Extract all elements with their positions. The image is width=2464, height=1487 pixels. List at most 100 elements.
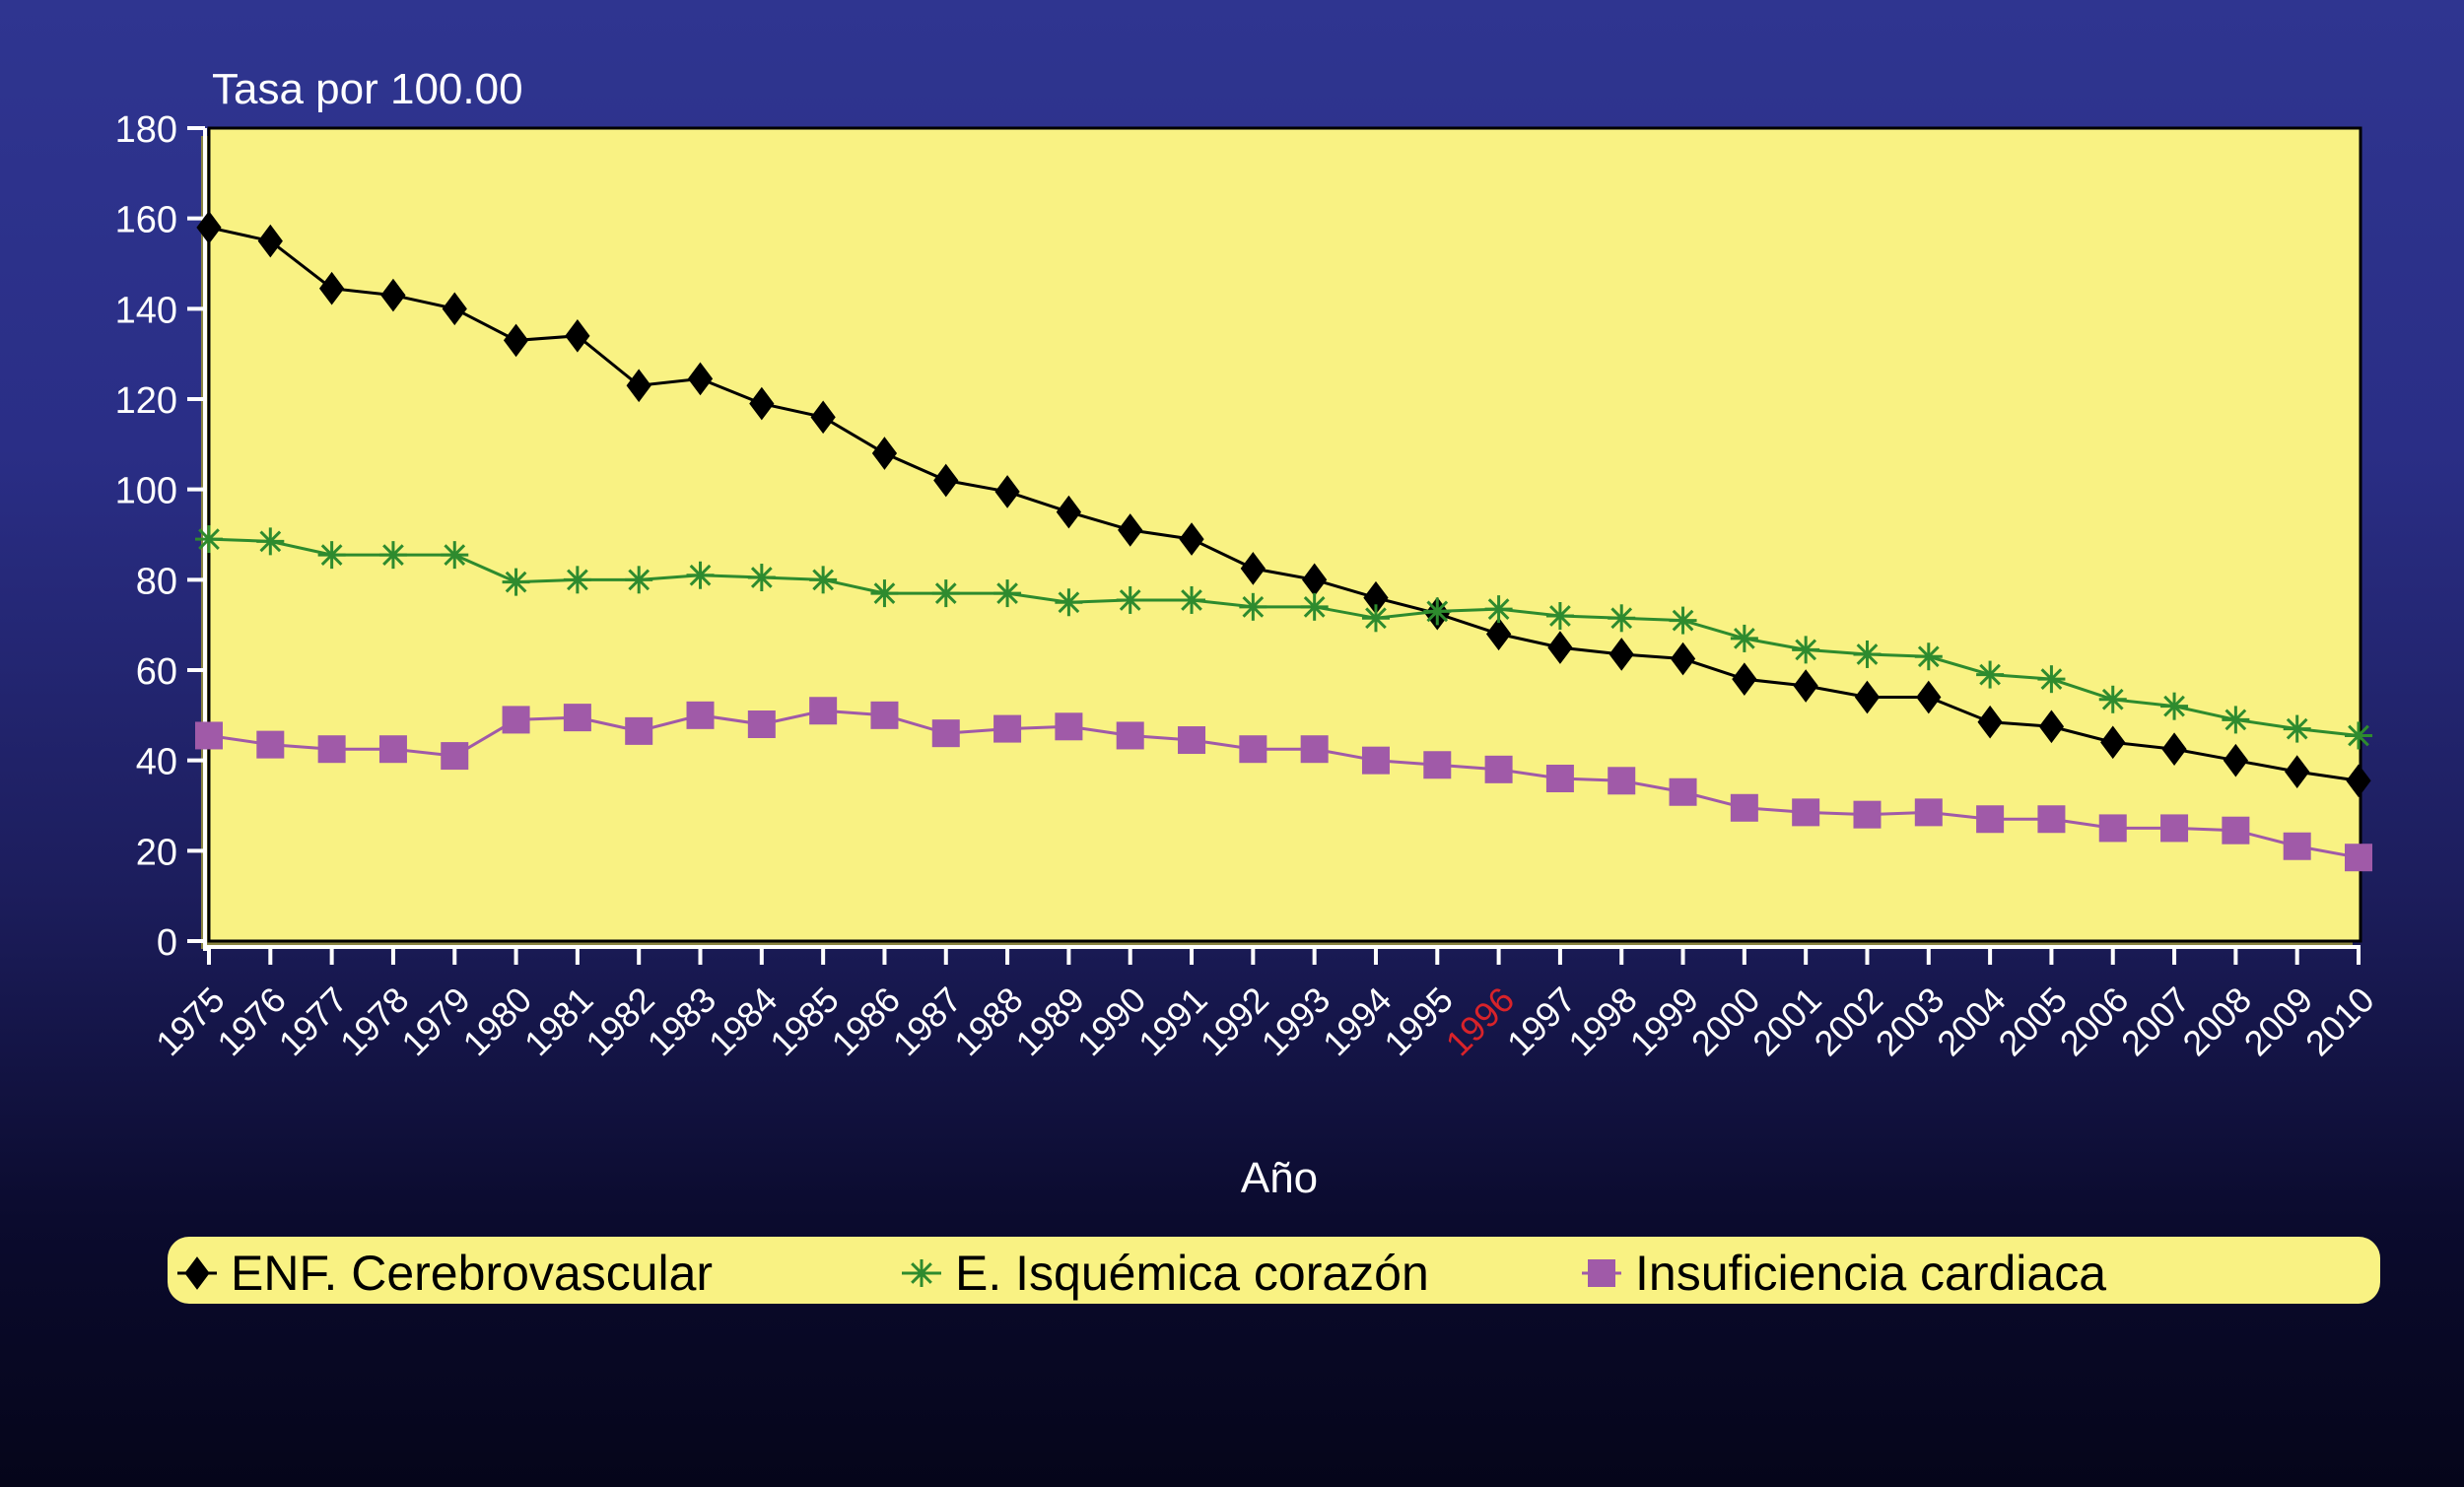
star-stroke: [2348, 724, 2369, 747]
data-point: [626, 369, 651, 403]
star-stroke: [1672, 609, 1694, 632]
x-tick-label: 1999: [1622, 980, 1707, 1064]
data-point: [993, 714, 1022, 743]
star-stroke: [1058, 591, 1080, 614]
x-tick-label: 1983: [640, 980, 724, 1064]
data-point: [1608, 604, 1636, 633]
x-tick-label: 2000: [1683, 980, 1768, 1064]
y-tick-label: 60: [136, 651, 177, 693]
star-stroke: [1856, 643, 1879, 665]
star-stroke: [259, 530, 282, 553]
star-stroke: [1610, 607, 1633, 630]
star-stroke: [1426, 600, 1449, 623]
legend-label: E. Isquémica corazón: [955, 1246, 1429, 1301]
x-axis-title: Año: [1241, 1154, 1318, 1202]
x-tick-label: 1989: [1007, 980, 1092, 1064]
data-point: [563, 704, 591, 732]
data-point: [2038, 710, 2065, 744]
data-point: [502, 706, 530, 734]
data-point: [1976, 805, 2005, 834]
data-point: [1423, 597, 1452, 626]
data-point: [1854, 680, 1881, 714]
data-point: [257, 224, 283, 258]
star-stroke: [1795, 639, 1817, 661]
star-stroke: [1365, 607, 1387, 630]
data-point: [1300, 735, 1329, 764]
x-tick-label: 2002: [1807, 980, 1891, 1064]
data-point: [1914, 642, 1943, 671]
star-stroke: [1733, 628, 1755, 649]
star-stroke: [628, 569, 650, 591]
data-point: [2161, 732, 2187, 767]
x-tick-label: 1980: [455, 980, 540, 1064]
x-tick-label: 2009: [2236, 980, 2321, 1064]
y-tick-label: 120: [115, 380, 177, 422]
star-stroke: [996, 582, 1018, 604]
star-stroke: [2224, 709, 2247, 731]
data-point: [870, 579, 899, 608]
data-point: [1669, 606, 1697, 635]
star-stroke: [567, 569, 588, 591]
data-point: [2283, 832, 2311, 860]
data-point: [2098, 814, 2127, 843]
y-tick-label: 180: [115, 109, 177, 151]
data-point: [256, 730, 285, 759]
x-tick-label: 1990: [1069, 980, 1154, 1064]
data-point: [1361, 604, 1390, 633]
data-point: [503, 323, 529, 358]
y-tick-label: 20: [136, 832, 177, 873]
data-point: [2160, 692, 2189, 720]
data-point: [380, 278, 406, 312]
star-stroke: [1303, 595, 1326, 618]
star-stroke: [444, 544, 466, 566]
data-point: [1056, 495, 1082, 529]
x-tick-label: 1985: [762, 980, 847, 1064]
data-point: [1118, 513, 1143, 547]
data-point: [378, 541, 407, 570]
data-point: [2098, 685, 2127, 713]
data-point: [1055, 712, 1083, 741]
y-tick-label: 160: [115, 200, 177, 241]
data-point: [1116, 721, 1144, 750]
legend-marker: [184, 1256, 210, 1290]
star-stroke: [2286, 717, 2308, 740]
data-point: [1179, 522, 1204, 556]
data-point: [1240, 552, 1266, 585]
star-stroke: [1917, 645, 1940, 668]
star-stroke: [1119, 589, 1141, 611]
data-point: [994, 475, 1020, 508]
data-point: [1792, 798, 1820, 827]
data-point: [625, 566, 653, 594]
data-point: [1730, 793, 1758, 822]
data-point: [502, 568, 530, 596]
x-tick-label: 2004: [1929, 980, 2014, 1064]
x-tick-label: 1979: [393, 980, 478, 1064]
data-point: [441, 742, 469, 771]
star-stroke: [750, 567, 773, 588]
y-tick-label: 140: [115, 290, 177, 331]
data-point: [686, 561, 715, 589]
data-point: [747, 710, 776, 738]
data-point: [195, 721, 223, 750]
data-point: [1669, 777, 1697, 806]
x-tick-label: 1995: [1376, 980, 1461, 1064]
data-point: [1853, 640, 1882, 668]
data-point: [810, 400, 836, 435]
data-point: [2222, 706, 2250, 734]
star-stroke: [2040, 668, 2063, 691]
data-point: [931, 579, 960, 608]
data-point: [931, 719, 960, 748]
data-point: [687, 362, 714, 396]
data-point: [1792, 636, 1820, 664]
data-point: [1055, 588, 1083, 617]
data-point: [1178, 726, 1206, 755]
star-stroke: [873, 582, 896, 604]
data-point: [1178, 585, 1206, 614]
data-point: [2345, 721, 2372, 750]
plot-area: 0 20 40 60 80 100 120 140 160 180 1975197619771978…: [115, 109, 2382, 1063]
data-point: [1239, 592, 1267, 621]
legend: ENF. Cerebrovascular E. Isquémica corazón…: [168, 1237, 2380, 1304]
star-stroke: [1979, 663, 2001, 686]
data-point: [378, 735, 407, 764]
data-point: [2346, 764, 2371, 798]
